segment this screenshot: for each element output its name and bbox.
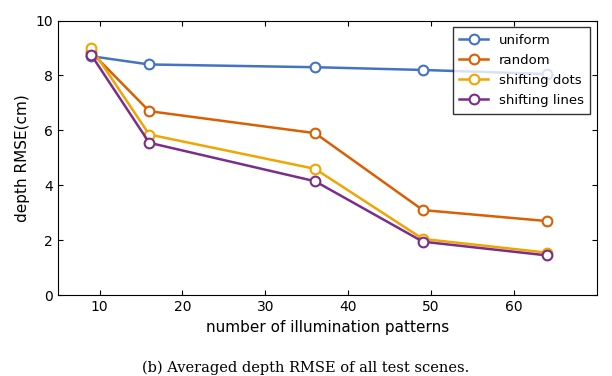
- shifting lines: [419, 240, 427, 244]
- shifting dots: [419, 237, 427, 241]
- Legend: uniform, random, shifting dots, shifting lines: uniform, random, shifting dots, shifting…: [453, 27, 591, 114]
- Line: shifting lines: shifting lines: [86, 50, 552, 260]
- random: [88, 50, 95, 55]
- shifting lines: [146, 141, 153, 145]
- uniform: [88, 54, 95, 59]
- random: [543, 219, 551, 223]
- shifting lines: [543, 253, 551, 258]
- shifting dots: [543, 250, 551, 255]
- Y-axis label: depth RMSE(cm): depth RMSE(cm): [15, 94, 30, 222]
- Line: random: random: [86, 47, 552, 226]
- Text: (b) Averaged depth RMSE of all test scenes.: (b) Averaged depth RMSE of all test scen…: [143, 361, 469, 375]
- shifting dots: [146, 132, 153, 137]
- random: [146, 109, 153, 114]
- shifting dots: [88, 46, 95, 50]
- uniform: [146, 62, 153, 67]
- random: [419, 208, 427, 212]
- Line: shifting dots: shifting dots: [86, 43, 552, 258]
- Line: uniform: uniform: [86, 52, 552, 79]
- shifting lines: [88, 53, 95, 57]
- random: [312, 131, 319, 135]
- uniform: [312, 65, 319, 70]
- shifting dots: [312, 167, 319, 171]
- X-axis label: number of illumination patterns: number of illumination patterns: [206, 320, 449, 335]
- shifting lines: [312, 179, 319, 183]
- uniform: [543, 72, 551, 76]
- uniform: [419, 68, 427, 72]
